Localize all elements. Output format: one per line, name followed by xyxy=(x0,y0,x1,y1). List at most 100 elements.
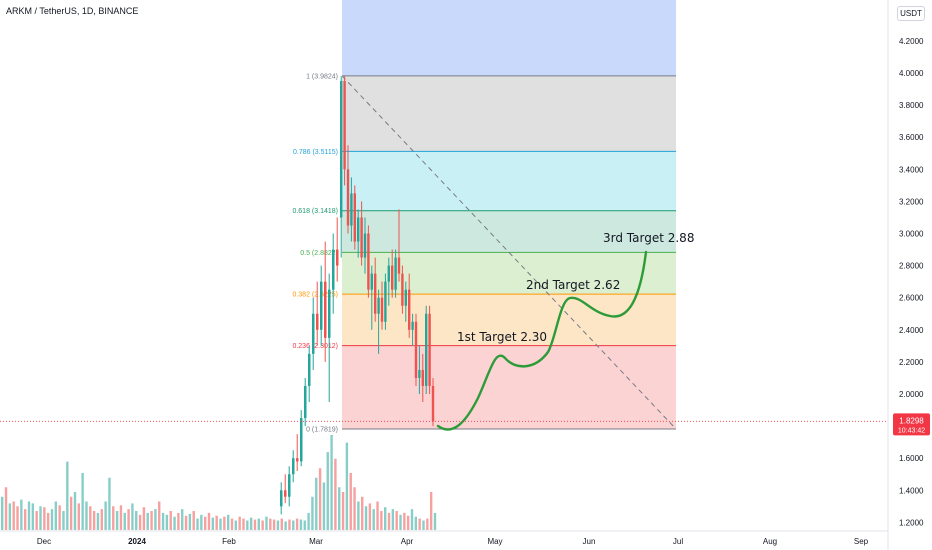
projected-path[interactable]: 1st Target 2.30 2nd Target 2.62 3rd Target… xyxy=(436,231,694,431)
candle-body xyxy=(414,321,418,378)
volume-bar xyxy=(50,509,54,530)
volume-bar xyxy=(357,501,360,530)
volume-bar xyxy=(39,506,42,530)
price-tick-label: 3.4000 xyxy=(899,165,924,174)
volume-bar xyxy=(257,518,261,530)
volume-bar xyxy=(410,509,414,530)
candle-body xyxy=(292,458,295,475)
volume-bar xyxy=(414,516,418,530)
volume-bar xyxy=(215,515,218,530)
candle-body xyxy=(308,353,311,386)
time-tick-label: Feb xyxy=(222,537,236,546)
candle-body xyxy=(284,490,287,497)
fib-zone-1 xyxy=(342,75,676,152)
price-tick-label: 2.4000 xyxy=(899,326,924,335)
volume-bar xyxy=(123,512,126,530)
last-price-badge: 1.8298 10:43:42 xyxy=(0,413,930,436)
chart-title: ARKM / TetherUS, 1D, BINANCE xyxy=(6,6,139,16)
fib-zone-0.618 xyxy=(342,210,676,253)
candle-body xyxy=(408,289,411,330)
time-axis[interactable]: Dec 2024 Feb Mar Apr May Jun Jul Aug Sep xyxy=(0,530,888,546)
candle-body xyxy=(394,257,397,290)
volume-bar xyxy=(338,487,341,530)
candle-body xyxy=(353,193,356,242)
candle-body xyxy=(304,385,307,419)
fib-label-0.236: 0.236 (2.3012) xyxy=(292,343,338,350)
volume-bar xyxy=(4,487,8,530)
volume-bar xyxy=(429,492,433,530)
volume-bar xyxy=(207,512,211,530)
volume-bar xyxy=(77,503,80,530)
volume-bar xyxy=(131,503,134,530)
fib-zone-0.5 xyxy=(342,252,676,295)
volume-bar xyxy=(158,501,161,530)
fib-trend-line xyxy=(341,75,677,430)
volume-bar xyxy=(100,509,103,530)
volume-bar xyxy=(20,499,23,530)
last-price-value: 1.8298 xyxy=(899,416,924,425)
time-tick-label: Aug xyxy=(763,537,777,546)
volume-bar xyxy=(249,517,253,530)
volume-bar xyxy=(345,442,349,530)
currency-unit-button[interactable]: USDT xyxy=(897,6,925,21)
price-tick-label: 3.8000 xyxy=(899,101,924,110)
last-price-badge-bg xyxy=(893,413,930,436)
volume-bar xyxy=(288,519,291,530)
volume-bar xyxy=(433,512,437,530)
volume-bar xyxy=(364,506,368,530)
candle-body xyxy=(320,281,323,330)
volume-bar xyxy=(165,514,169,530)
volume-bar xyxy=(426,518,429,530)
candle-body xyxy=(363,233,367,258)
volume-bar xyxy=(276,520,280,530)
volume-bar xyxy=(154,509,157,530)
volume-bar xyxy=(150,511,153,530)
volume-bar xyxy=(92,511,96,530)
candle-body xyxy=(288,474,291,497)
volume-bar xyxy=(403,512,406,530)
candle-body xyxy=(387,265,390,282)
volume-bar xyxy=(299,519,303,530)
volume-bar xyxy=(46,512,50,530)
volume-bar xyxy=(318,468,322,530)
candle-body xyxy=(404,289,407,306)
candle-body xyxy=(340,81,343,218)
volume-bar xyxy=(181,509,184,530)
price-axis[interactable]: 4.2000 4.0000 3.8000 3.6000 3.4000 3.2000 3.00… xyxy=(887,0,924,550)
volume-bar xyxy=(265,516,268,530)
volume-bar xyxy=(234,520,238,530)
volume-bar xyxy=(395,511,398,530)
volume-bar xyxy=(391,509,395,530)
volume-bar xyxy=(58,505,61,530)
volume-bar xyxy=(399,514,402,530)
price-tick-label: 3.2000 xyxy=(899,197,924,206)
time-tick-label: Dec xyxy=(37,537,51,546)
fib-label-0.786: 0.786 (3.5115) xyxy=(293,149,338,156)
volume-bar xyxy=(81,473,84,530)
volume-bar xyxy=(35,511,38,530)
candle-body xyxy=(316,313,319,330)
pre-rally-candles xyxy=(280,217,339,515)
fib-label-0.382: 0.382 (2.6225) xyxy=(292,292,338,299)
volume-bar xyxy=(127,509,130,530)
volume-bar xyxy=(406,515,410,530)
candle-body xyxy=(425,313,428,386)
volume-bar xyxy=(315,477,318,530)
candle-body xyxy=(357,217,360,242)
candle-body xyxy=(411,321,414,330)
candle-body xyxy=(377,297,380,314)
volume-bar xyxy=(311,496,314,530)
fibonacci-retracement[interactable]: 1 (3.9824) 0.786 (3.5115) 0.618 (3.1418) 0.… xyxy=(292,0,677,434)
volume-bar xyxy=(230,518,234,530)
volume-bar xyxy=(62,511,65,530)
volume-bar xyxy=(361,496,364,530)
volume-bar xyxy=(341,492,345,530)
volume-bar xyxy=(200,514,203,530)
volume-bar xyxy=(184,515,188,530)
fib-zone-0.382 xyxy=(342,294,676,346)
time-tick-label: Jun xyxy=(583,537,596,546)
volume-bar xyxy=(326,452,329,530)
volume-bar xyxy=(384,507,387,530)
volume-bar xyxy=(119,505,123,530)
